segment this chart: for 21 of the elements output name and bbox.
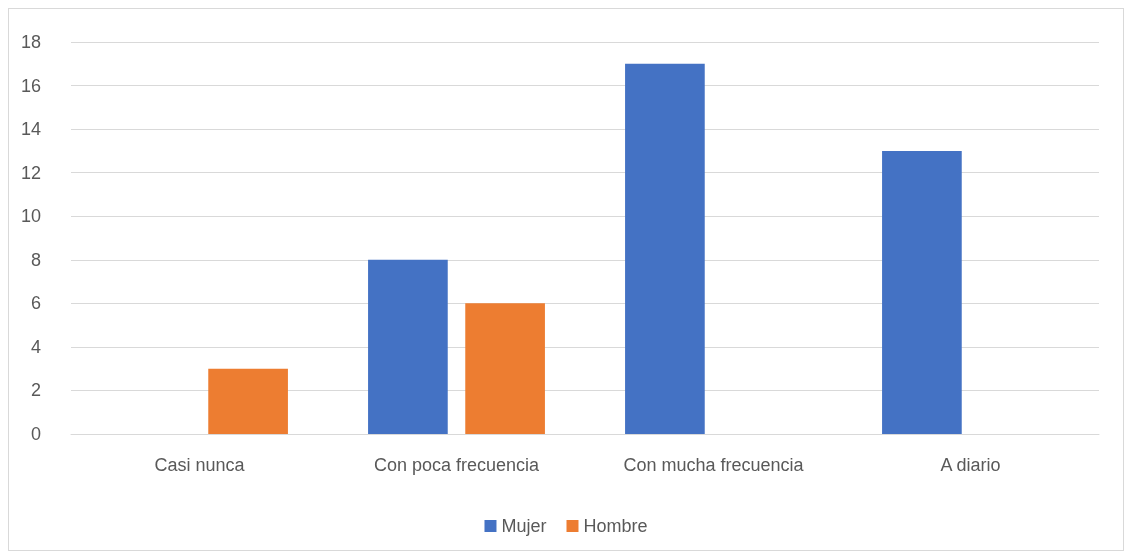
- y-tick-label: 2: [30, 380, 41, 401]
- bar: [625, 63, 705, 434]
- x-tick-label: Casi nunca: [154, 455, 246, 475]
- x-tick-label: Con poca frecuencia: [373, 455, 541, 475]
- y-tick-label: 8: [30, 249, 41, 270]
- y-tick-label: 4: [30, 336, 41, 357]
- y-tick-label: 18: [20, 32, 41, 52]
- y-tick-label: 14: [20, 119, 41, 140]
- legend-label: Mujer: [501, 516, 547, 536]
- y-tick-label: 16: [20, 75, 41, 96]
- bar: [208, 368, 288, 434]
- y-tick-label: 12: [20, 162, 41, 183]
- y-tick-label: 0: [30, 424, 41, 444]
- bar: [465, 303, 545, 434]
- y-tick-label: 6: [30, 293, 41, 314]
- bar: [368, 259, 448, 434]
- y-tick-label: 10: [20, 206, 41, 227]
- bar: [882, 150, 962, 434]
- x-tick-label: A diario: [940, 455, 1001, 475]
- x-tick-label: Con mucha frecuencia: [623, 455, 805, 475]
- legend-label: Hombre: [583, 516, 648, 536]
